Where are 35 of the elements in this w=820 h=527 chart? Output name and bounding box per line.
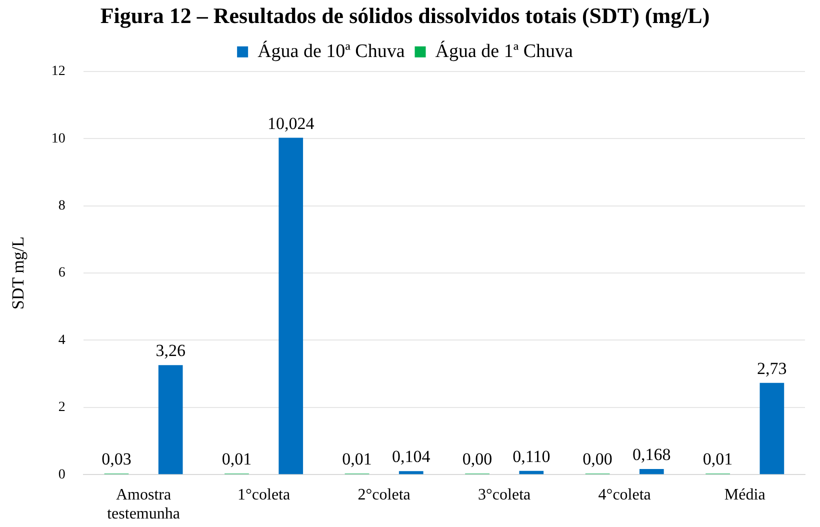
x-tick-label: 4°coleta — [598, 486, 651, 504]
bar — [278, 138, 304, 474]
bar — [158, 365, 183, 474]
y-tick-label: 6 — [58, 266, 66, 281]
y-tick-label: 4 — [58, 332, 66, 348]
y-tick-label: 8 — [58, 198, 66, 214]
data-label: 0,110 — [512, 446, 550, 466]
y-tick-label: 0 — [58, 467, 66, 482]
x-tick-label: Amostra testemunha — [107, 486, 180, 523]
data-label: 10,024 — [267, 114, 315, 133]
legend-label: Água de 1ª Chuva — [435, 40, 574, 62]
legend-label: Água de 10ª Chuva — [258, 40, 406, 62]
bar — [519, 470, 544, 474]
data-label: 0,00 — [462, 450, 492, 469]
data-label: 0,168 — [632, 444, 671, 464]
x-tick-label: 1°coleta — [238, 486, 290, 504]
data-label: 2,73 — [757, 358, 787, 378]
data-label: 0,104 — [392, 447, 431, 466]
data-label: 3,26 — [156, 341, 186, 360]
data-label: 0,01 — [702, 450, 733, 469]
data-label: 0,01 — [342, 450, 372, 469]
x-tick-label: 2°coleta — [358, 486, 410, 504]
data-label: 0,00 — [582, 450, 612, 469]
bar — [760, 382, 784, 474]
x-tick-label: 3°coleta — [478, 486, 531, 504]
y-tick-label: 2 — [58, 400, 66, 416]
y-axis-title: SDT mg/L — [8, 236, 28, 310]
chart-title: Figura 12 – Resultados de sólidos dissolvidos totais (SDT) (mg/L) — [100, 2, 710, 28]
data-label: 0,03 — [102, 450, 132, 469]
data-label: 0,01 — [222, 450, 252, 469]
bar — [639, 468, 664, 474]
bar — [398, 471, 424, 474]
y-tick-label: 10 — [51, 131, 66, 146]
x-tick-label: Média — [724, 486, 766, 504]
y-tick-label: 12 — [51, 64, 66, 80]
